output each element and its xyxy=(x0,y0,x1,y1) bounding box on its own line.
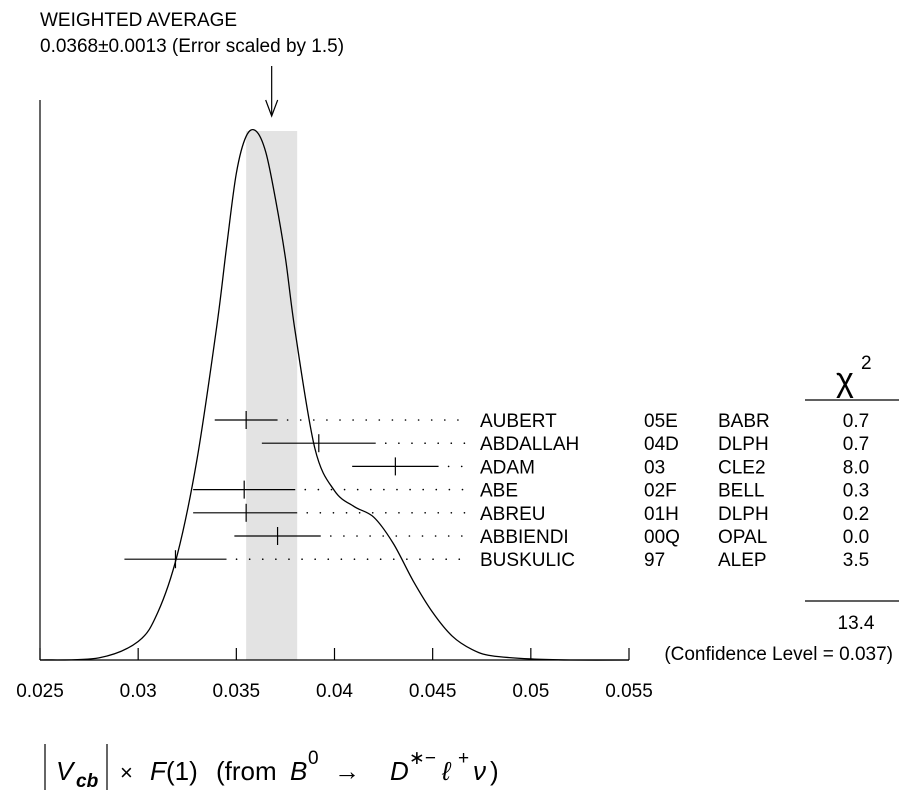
experiment-label: CLE2 xyxy=(718,457,766,478)
ideogram-curve xyxy=(39,129,630,661)
xlabel-f: F xyxy=(150,756,168,786)
xlabel-ell-sup: + xyxy=(458,748,469,769)
weighted-average-band xyxy=(246,131,298,660)
measurement-row: BUSKULIC 97 ALEP 3.5 xyxy=(124,550,869,571)
author-label: ABDALLAH xyxy=(480,434,579,455)
x-axis-label: V cb × F (1) (from B 0 → D ∗− ℓ + ν ) xyxy=(44,744,499,792)
measurements: AUBERT 05E BABR 0.7 ABDALLAH 04D DLPH 0.7 ADAM 03… xyxy=(124,411,869,571)
xlabel-b: B xyxy=(290,756,307,786)
xlabel-v: V xyxy=(56,756,76,786)
chi2-value: 3.5 xyxy=(843,550,869,571)
author-label: ABBIENDI xyxy=(480,527,569,548)
x-tick-label: 0.025 xyxy=(16,681,64,702)
xlabel-d: D xyxy=(390,756,409,786)
chi2-value: 0.2 xyxy=(843,504,869,525)
x-tick-label: 0.055 xyxy=(605,681,653,702)
measurement-row: ABE 02F BELL 0.3 xyxy=(193,480,869,502)
confidence-level: (Confidence Level = 0.037) xyxy=(664,644,893,665)
chi2-value: 0.7 xyxy=(843,411,869,432)
measurement-row: ABDALLAH 04D DLPH 0.7 xyxy=(261,434,869,455)
x-ticks xyxy=(39,648,630,660)
x-tick-label: 0.04 xyxy=(316,681,353,702)
xlabel-nu: ν xyxy=(473,756,486,786)
chi2-header: χ 2 xyxy=(805,353,899,401)
author-label: AUBERT xyxy=(480,411,557,432)
experiment-label: OPAL xyxy=(718,527,767,548)
year-label: 97 xyxy=(644,550,665,571)
year-label: 01H xyxy=(644,504,679,525)
xlabel-close: ) xyxy=(490,756,499,786)
chi2-value: 8.0 xyxy=(843,457,869,478)
chi2-value: 0.0 xyxy=(843,527,869,548)
xlabel-one: (1) xyxy=(166,756,198,786)
xlabel-b-sup: 0 xyxy=(308,748,319,769)
measurement-row: ABBIENDI 00Q OPAL 0.0 xyxy=(234,527,869,548)
year-label: 00Q xyxy=(644,527,680,548)
experiment-label: BABR xyxy=(718,411,770,432)
author-label: ADAM xyxy=(480,457,535,478)
experiment-label: ALEP xyxy=(718,550,767,571)
measurement-row: ABREU 01H DLPH 0.2 xyxy=(193,503,869,525)
chi2-exponent: 2 xyxy=(861,353,872,374)
chi2-total: 13.4 xyxy=(838,613,875,634)
measurement-row: ADAM 03 CLE2 8.0 xyxy=(352,457,869,478)
chi2-value: 0.3 xyxy=(843,481,869,502)
author-label: ABE xyxy=(480,481,518,502)
x-tick-label: 0.05 xyxy=(512,681,549,702)
measurement-row: AUBERT 05E BABR 0.7 xyxy=(214,411,869,432)
chi2-value: 0.7 xyxy=(843,434,869,455)
author-label: ABREU xyxy=(480,504,545,525)
xlabel-from: (from xyxy=(216,756,277,786)
year-label: 03 xyxy=(644,457,665,478)
chart-title: WEIGHTED AVERAGE xyxy=(40,10,237,31)
xlabel-cb: cb xyxy=(76,771,99,792)
xlabel-times: × xyxy=(120,760,133,785)
author-label: BUSKULIC xyxy=(480,550,575,571)
xlabel-ell: ℓ xyxy=(441,756,452,786)
average-arrow xyxy=(265,66,279,118)
year-label: 02F xyxy=(644,481,677,502)
experiment-label: BELL xyxy=(718,481,764,502)
xlabel-d-sup: ∗− xyxy=(409,748,436,769)
year-label: 04D xyxy=(644,434,679,455)
x-tick-labels: 0.025 0.03 0.035 0.04 0.045 0.05 0.055 xyxy=(16,681,653,702)
experiment-label: DLPH xyxy=(718,504,769,525)
x-tick-label: 0.045 xyxy=(409,681,457,702)
xlabel-arrow: → xyxy=(334,756,360,786)
year-label: 05E xyxy=(644,411,678,432)
chi2-symbol: χ xyxy=(836,361,854,399)
x-tick-label: 0.035 xyxy=(213,681,261,702)
x-tick-label: 0.03 xyxy=(120,681,157,702)
experiment-label: DLPH xyxy=(718,434,769,455)
chart-subtitle: 0.0368±0.0013 (Error scaled by 1.5) xyxy=(40,36,344,57)
